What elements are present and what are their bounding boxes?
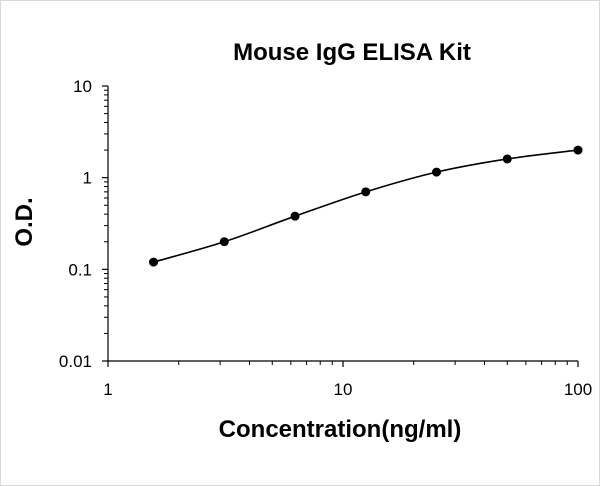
y-axis-label: O.D.	[11, 197, 38, 246]
chart-title: Mouse IgG ELISA Kit	[233, 39, 471, 66]
y-tick-label: 0.01	[59, 352, 92, 371]
x-tick-label: 1	[103, 380, 112, 399]
series-line	[153, 149, 579, 263]
x-tick-label: 10	[334, 380, 353, 399]
x-axis-label: Concentration(ng/ml)	[219, 416, 462, 443]
x-tick-label: 100	[564, 380, 592, 399]
plot-area	[149, 145, 583, 267]
y-tick-label: 10	[73, 77, 92, 96]
data-point	[219, 237, 229, 247]
data-point	[149, 257, 159, 267]
data-point	[502, 154, 512, 164]
y-tick-label: 1	[83, 169, 92, 188]
data-point	[361, 187, 371, 197]
data-point	[290, 211, 300, 221]
data-point	[573, 145, 583, 155]
axes: 0.01 0.1 1 10 1 10 100	[59, 77, 592, 399]
data-point	[432, 167, 442, 177]
y-tick-label: 0.1	[68, 260, 92, 279]
